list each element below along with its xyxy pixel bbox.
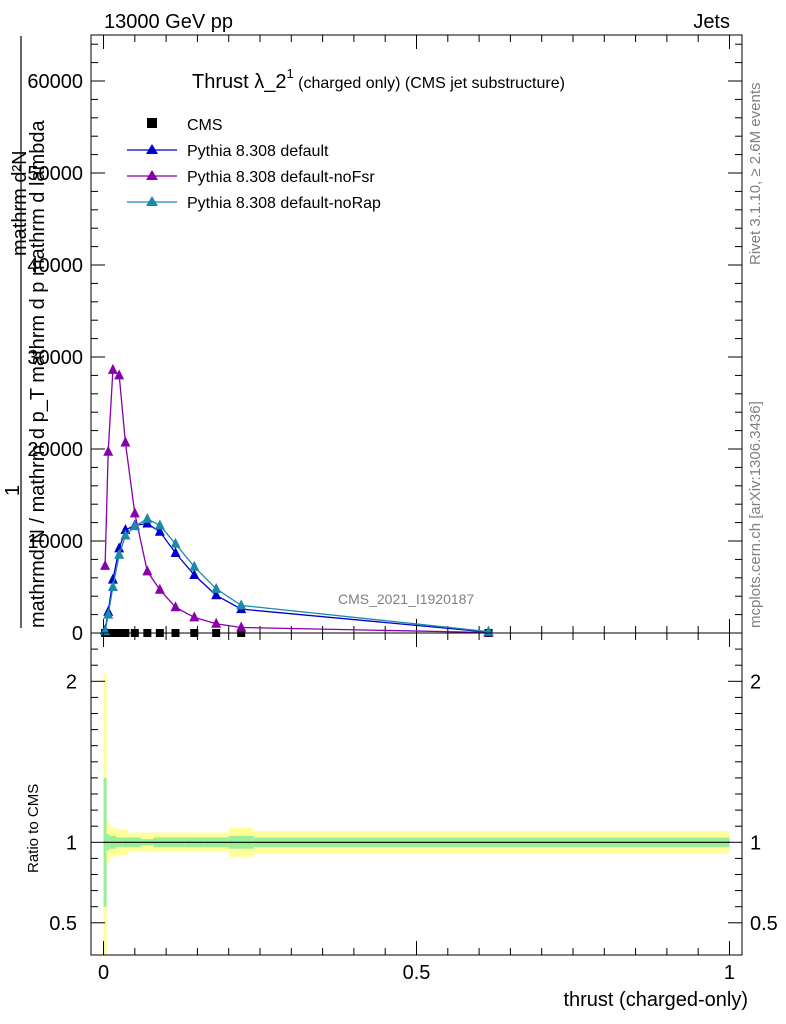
rivet-label: Rivet 3.1.10, ≥ 2.6M events	[747, 83, 764, 266]
main-y-tick-label: 50000	[27, 163, 83, 185]
series-marker-2	[120, 436, 131, 447]
main-axis-ticks	[91, 35, 742, 634]
legend-marker-norap	[146, 196, 158, 206]
series-marker-1	[189, 569, 200, 580]
series-marker-3	[170, 537, 181, 548]
ratio-y-tick-label-right: 0.5	[750, 913, 778, 935]
main-plot: 0 10000 20000 30000 40000 50000 60000	[27, 34, 743, 645]
ratio-bands	[103, 673, 730, 955]
series-marker-1	[211, 589, 222, 600]
x-axis-label: thrust (charged-only)	[563, 989, 748, 1011]
ratio-axis-ticks	[91, 633, 742, 955]
series-marker-3	[129, 520, 140, 531]
legend-marker-cms	[147, 118, 157, 128]
ratio-y-tick-label-right: 1	[750, 832, 761, 854]
series-marker-1	[114, 542, 125, 553]
series-marker-3	[142, 512, 153, 523]
main-y-tick-labels: 0 10000 20000 30000 40000 50000 60000	[27, 71, 83, 645]
series-marker-2	[154, 583, 165, 594]
series-marker-1	[154, 525, 165, 536]
x-tick-label: 0.5	[403, 962, 431, 984]
ratio-frame	[90, 632, 743, 956]
series-marker-1	[107, 573, 118, 584]
series-marker-1	[120, 523, 131, 534]
series-marker-3	[236, 599, 247, 610]
legend-marker-nofsr	[146, 170, 158, 180]
legend-marker-default	[146, 144, 158, 154]
analysis-watermark: CMS_2021_I1920187	[338, 591, 474, 607]
series-marker-2	[103, 445, 114, 456]
main-y-tick-label: 10000	[27, 531, 83, 553]
main-y-tick-label: 40000	[27, 255, 83, 277]
main-y-tick-label: 60000	[27, 71, 83, 93]
ratio-y-tick-label-left: 1	[66, 832, 77, 854]
series-line-1	[104, 522, 489, 633]
series-marker-2	[189, 611, 200, 622]
ratio-y-axis-label: Ratio to CMS	[25, 784, 42, 873]
main-y-tick-label: 20000	[27, 439, 83, 461]
series-marker-2	[107, 363, 118, 374]
series-marker-3	[103, 608, 114, 619]
plot-title: Thrust λ_21 (charged only) (CMS jet subs…	[192, 66, 565, 93]
series-marker-3	[120, 529, 131, 540]
series-marker-2	[129, 507, 140, 518]
legend-label-nofsr: Pythia 8.308 default-noFsr	[187, 169, 375, 186]
energy-label: 13000 GeV pp	[104, 11, 233, 33]
series-marker-1	[170, 546, 181, 557]
main-y-tick-label: 30000	[27, 347, 83, 369]
series-marker-2	[236, 621, 247, 632]
y-label-numerator: 1	[2, 485, 24, 496]
series-marker-3	[189, 560, 200, 571]
source-label: mcplots.cern.ch [arXiv:1306.3436]	[747, 401, 764, 628]
y-label-top: mathrm d²N	[9, 150, 31, 256]
category-label: Jets	[693, 11, 730, 33]
series-marker-3	[211, 582, 222, 593]
series-marker-3	[107, 581, 118, 591]
series-marker-2	[211, 617, 222, 628]
y-label-denominator: mathrmd N / mathrm d p_T mathrm d p math…	[27, 120, 49, 628]
legend: CMS Pythia 8.308 default Pythia 8.308 de…	[127, 117, 381, 212]
legend-label-norap: Pythia 8.308 default-noRap	[187, 195, 381, 212]
series-marker-3	[114, 548, 125, 559]
ratio-plot: 0.5 0.51 12 2 0 0.5 1	[49, 632, 778, 984]
ratio-y-tick-labels: 0.5 0.5 1 1 2 2	[49, 671, 778, 935]
x-tick-label: 1	[724, 962, 735, 984]
legend-label-cms: CMS	[187, 117, 223, 134]
legend-label-default: Pythia 8.308 default	[187, 143, 329, 160]
ratio-y-tick-label-left: 0.5	[49, 913, 77, 935]
series-marker-3	[154, 519, 165, 530]
main-y-axis-label: 1 mathrm d²N mathrmd N / mathrm d p_T ma…	[2, 36, 49, 628]
main-y-tick-label: 0	[72, 623, 83, 645]
ratio-y-tick-label-right: 2	[750, 671, 761, 693]
ratio-x-tick-labels: 0 0.5 1	[98, 962, 735, 984]
series-marker-2	[100, 559, 111, 570]
series-marker-2	[142, 565, 153, 576]
ratio-y-tick-label-left: 2	[66, 671, 77, 693]
series-marker-2	[114, 369, 125, 380]
x-tick-label: 0	[98, 962, 109, 984]
series-marker-2	[170, 601, 181, 612]
